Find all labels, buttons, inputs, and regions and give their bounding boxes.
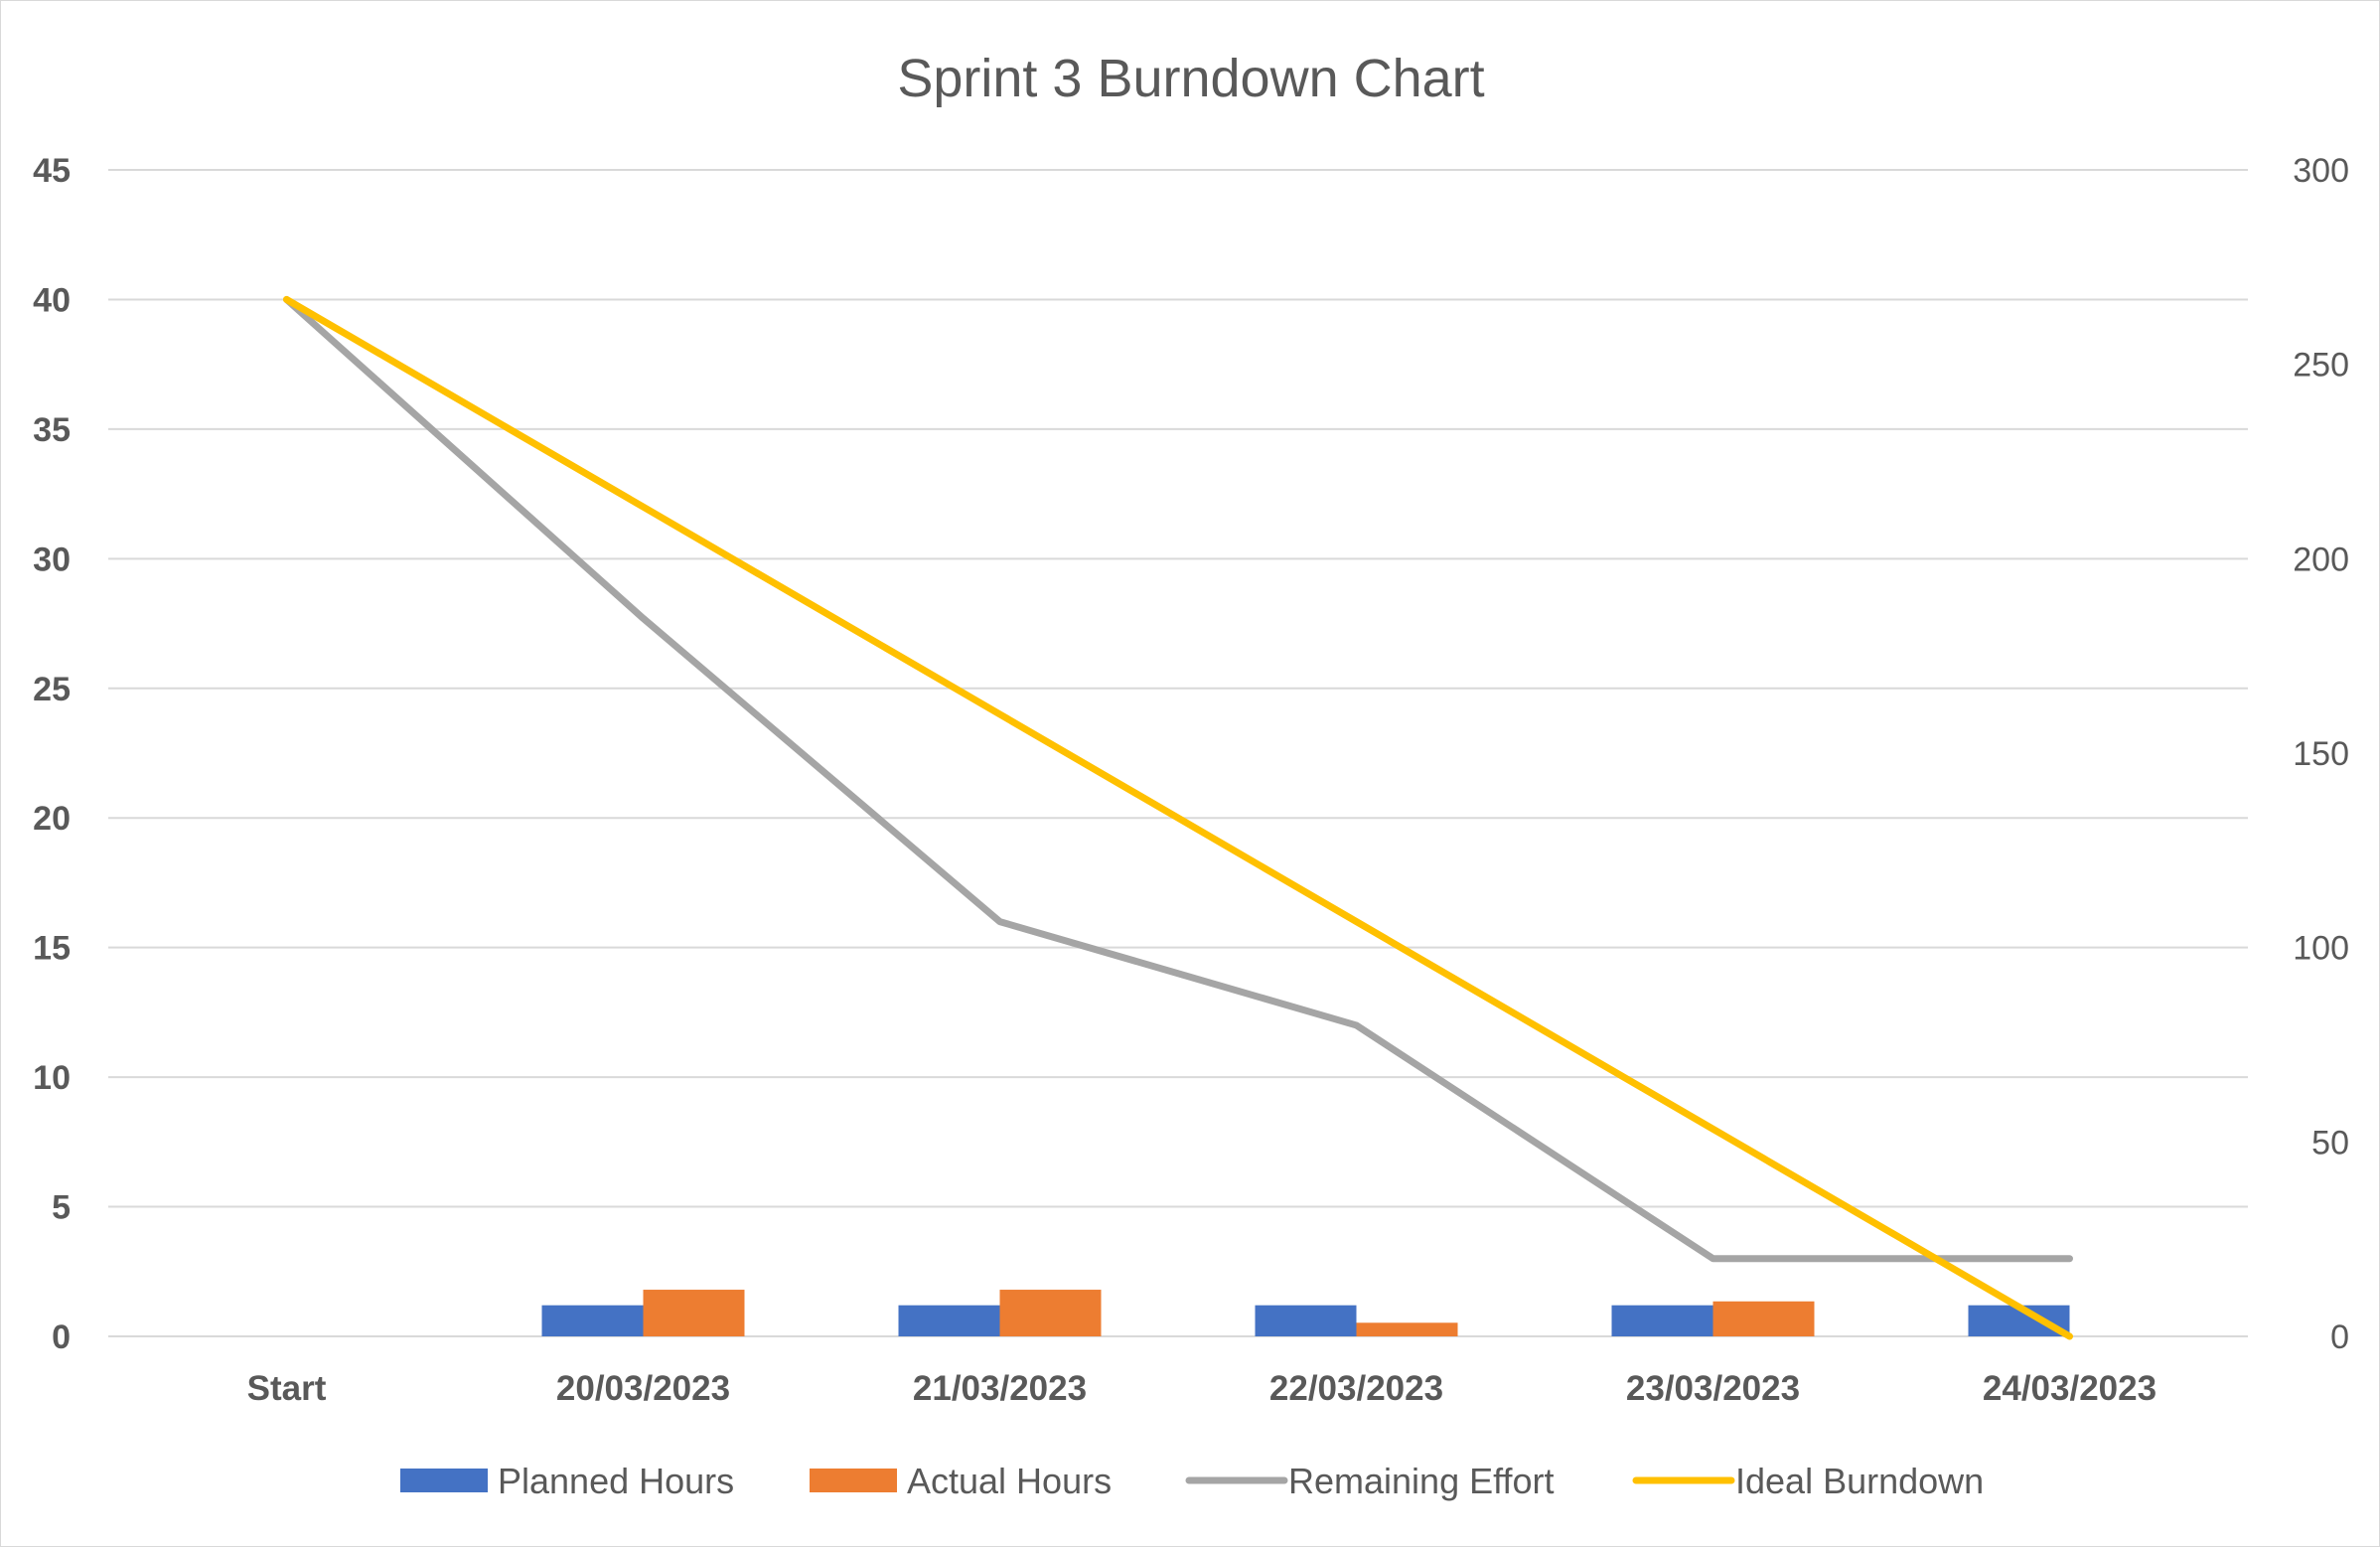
bar — [1356, 1322, 1458, 1336]
series-planned-hours — [541, 1305, 2070, 1336]
legend-swatch — [810, 1469, 897, 1492]
x-axis-ticks: Start 20/03/2023 21/03/2023 22/03/2023 23/03… — [247, 1369, 2157, 1408]
left-tick-label: 45 — [33, 152, 71, 190]
right-tick-label: 50 — [2311, 1124, 2349, 1161]
left-axis-ticks: 0 5 10 15 20 25 30 35 40 45 — [33, 152, 71, 1356]
legend-item: Remaining Effort — [1185, 1461, 1554, 1501]
left-tick-label: 25 — [33, 671, 71, 708]
line-remaining-effort — [283, 295, 2073, 1263]
left-tick-label: 10 — [33, 1059, 71, 1097]
left-tick-label: 40 — [33, 281, 71, 319]
legend-label: Actual Hours — [907, 1461, 1112, 1501]
legend-item: Actual Hours — [810, 1461, 1112, 1501]
series-actual-hours — [643, 1290, 1815, 1336]
x-tick-label: 21/03/2023 — [913, 1369, 1087, 1408]
line-series — [283, 295, 2073, 1340]
bar — [1255, 1305, 1357, 1336]
bar-series — [541, 1290, 2070, 1336]
line-ideal-burndown — [283, 295, 2073, 1340]
left-tick-label: 35 — [33, 411, 71, 449]
right-tick-label: 100 — [2293, 930, 2349, 968]
bar — [643, 1290, 745, 1336]
left-tick-label: 5 — [52, 1189, 71, 1227]
bar — [999, 1290, 1102, 1336]
x-tick-label: 23/03/2023 — [1626, 1369, 1800, 1408]
legend-label: Remaining Effort — [1288, 1461, 1554, 1501]
legend-label: Ideal Burndown — [1735, 1461, 1984, 1501]
right-tick-label: 200 — [2293, 541, 2349, 578]
right-axis-ticks: 0 50 100 150 200 250 300 — [2293, 152, 2349, 1356]
x-tick-label: Start — [247, 1369, 327, 1408]
left-tick-label: 15 — [33, 930, 71, 968]
left-tick-label: 0 — [52, 1318, 71, 1356]
right-tick-label: 250 — [2293, 347, 2349, 385]
x-tick-label: 24/03/2023 — [1983, 1369, 2157, 1408]
left-tick-label: 20 — [33, 800, 71, 838]
legend-item: Planned Hours — [400, 1461, 734, 1501]
legend-label: Planned Hours — [498, 1461, 734, 1501]
bar — [1611, 1305, 1713, 1336]
chart-title: Sprint 3 Burndown Chart — [897, 49, 1484, 108]
right-tick-label: 150 — [2293, 735, 2349, 773]
x-tick-label: 20/03/2023 — [556, 1369, 730, 1408]
legend: Planned Hours Actual Hours Remaining Effor… — [400, 1461, 1984, 1501]
x-tick-label: 22/03/2023 — [1269, 1369, 1443, 1408]
bar — [541, 1305, 644, 1336]
left-tick-label: 30 — [33, 541, 71, 578]
bar — [898, 1305, 1000, 1336]
legend-swatch — [400, 1469, 488, 1492]
right-tick-label: 0 — [2330, 1318, 2349, 1356]
bar — [1712, 1301, 1815, 1336]
legend-item: Ideal Burndown — [1632, 1461, 1984, 1501]
gridlines — [108, 169, 2248, 1337]
right-tick-label: 300 — [2293, 152, 2349, 190]
